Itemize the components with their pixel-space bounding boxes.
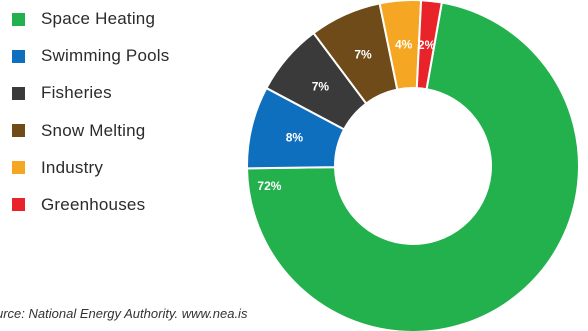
data-label-snow-melting: 7% bbox=[354, 48, 372, 62]
legend-swatch-space-heating bbox=[12, 12, 25, 26]
legend-label-space-heating: Space Heating bbox=[41, 9, 156, 28]
legend-label-greenhouses: Greenhouses bbox=[41, 194, 146, 214]
legend-label-industry: Industry bbox=[41, 157, 104, 177]
legend-swatch-fisheries bbox=[12, 86, 25, 100]
legend-swatch-swimming-pools bbox=[12, 49, 25, 63]
legend-swatch-industry bbox=[12, 161, 25, 175]
legend-swatch-greenhouses bbox=[12, 198, 25, 212]
data-label-swimming-pools: 8% bbox=[286, 130, 304, 144]
legend-label-fisheries: Fisheries bbox=[41, 83, 112, 103]
legend-item-greenhouses: Greenhouses bbox=[12, 190, 169, 220]
legend-item-fisheries: Fisheries bbox=[12, 78, 169, 108]
data-label-space-heating: 72% bbox=[257, 179, 281, 193]
legend-label-snow-melting: Snow Melting bbox=[41, 120, 146, 140]
legend-item-industry: Industry bbox=[12, 153, 169, 183]
data-label-industry: 4% bbox=[395, 37, 413, 51]
legend-item-space-heating: Space Heating bbox=[12, 4, 169, 34]
chart-legend: Space Heating Swimming Pools Fisheries S… bbox=[12, 4, 169, 227]
legend-item-snow-melting: Snow Melting bbox=[12, 116, 169, 146]
data-label-fisheries: 7% bbox=[312, 80, 330, 94]
slice-greenhouses bbox=[415, 0, 443, 91]
slice-space-heating bbox=[245, 1, 580, 331]
legend-label-swimming-pools: Swimming Pools bbox=[41, 46, 170, 66]
data-label-greenhouses: 2% bbox=[418, 38, 436, 52]
source-note: urce: National Energy Authority. www.nea… bbox=[0, 306, 248, 321]
legend-swatch-snow-melting bbox=[12, 124, 25, 138]
legend-item-swimming-pools: Swimming Pools bbox=[12, 41, 169, 71]
